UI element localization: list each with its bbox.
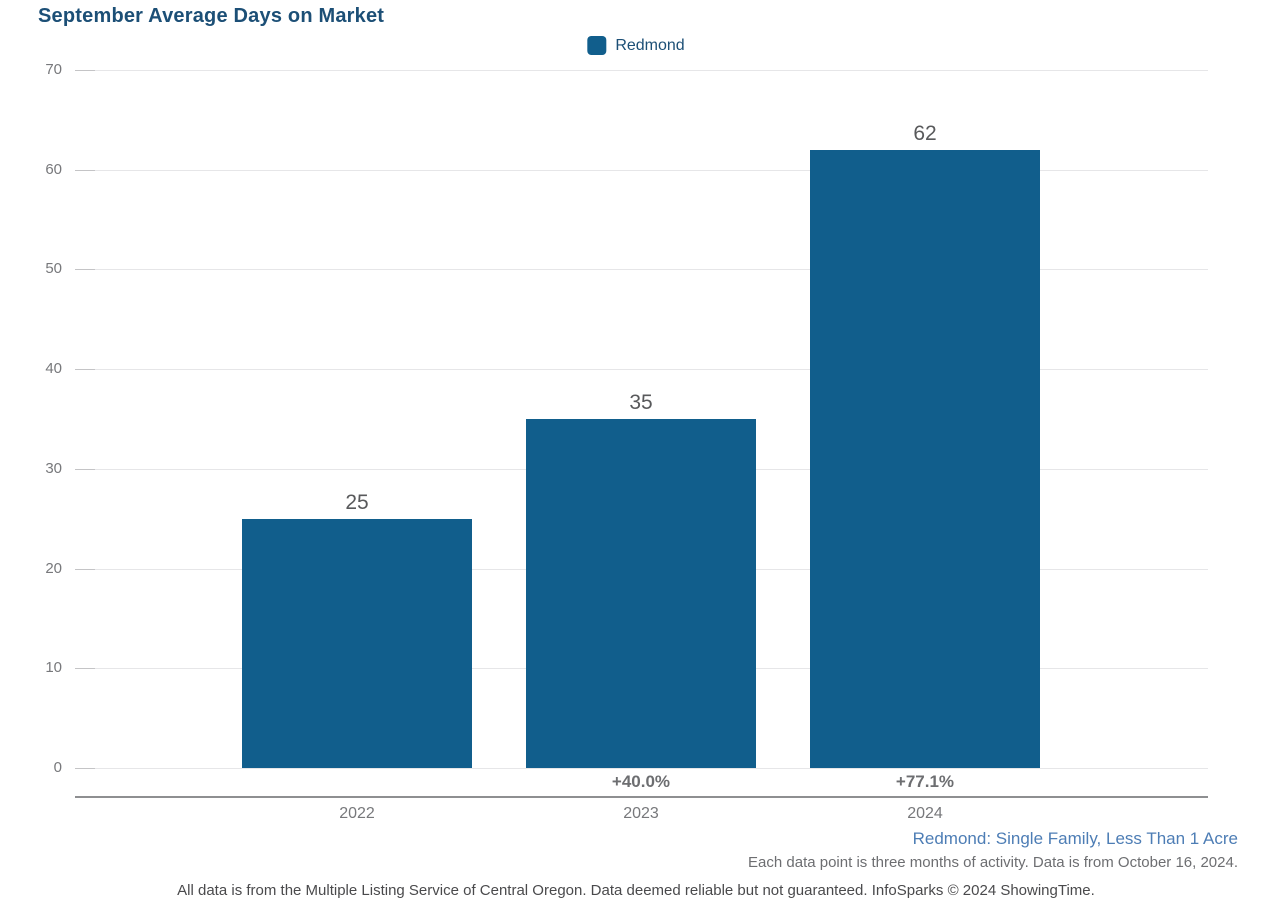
y-tick-label-40: 40	[45, 360, 62, 378]
x-tick-label-2024: 2024	[907, 805, 943, 822]
y-tick-mark-30	[75, 468, 95, 470]
x-tick-label-2022: 2022	[339, 805, 375, 822]
legend-label: Redmond	[615, 36, 685, 54]
pct-change-label-2024: +77.1%	[895, 772, 955, 791]
y-tick-label-10: 10	[45, 659, 62, 677]
series-footnote: Redmond: Single Family, Less Than 1 Acre	[912, 829, 1238, 848]
y-tick-mark-60	[75, 169, 95, 171]
y-tick-label-50: 50	[45, 260, 62, 278]
y-tick-mark-70	[75, 70, 95, 71]
gridline-60	[75, 169, 1208, 171]
y-tick-label-20: 20	[45, 559, 62, 577]
y-tick-label-60: 60	[45, 160, 62, 178]
y-tick-label-30: 30	[45, 459, 62, 477]
y-tick-mark-40	[75, 369, 95, 371]
x-axis-line	[75, 796, 1208, 798]
gridline-50	[75, 269, 1208, 271]
legend-swatch-icon	[587, 36, 607, 55]
bar-2023[interactable]	[526, 419, 756, 768]
bar-value-label-2023: 35	[629, 391, 653, 414]
y-tick-label-70: 70	[45, 61, 62, 78]
gridline-40	[75, 369, 1208, 371]
pct-change-label-2023: +40.0%	[611, 772, 671, 791]
data-date-footnote: Each data point is three months of activ…	[748, 854, 1238, 871]
y-tick-label-0: 0	[53, 759, 62, 776]
chart-title: September Average Days on Market	[38, 5, 385, 27]
bar-value-label-2022: 25	[345, 490, 369, 514]
x-tick-label-2023: 2023	[623, 805, 659, 822]
y-tick-mark-50	[75, 269, 95, 271]
y-tick-mark-20	[75, 568, 95, 570]
disclaimer-footnote: All data is from the Multiple Listing Se…	[177, 882, 1095, 899]
bar-value-label-2024: 62	[913, 121, 937, 145]
gridline-0	[75, 768, 1208, 769]
y-tick-mark-10	[75, 668, 95, 670]
gridline-70	[75, 70, 1208, 71]
bar-2022[interactable]	[242, 518, 472, 768]
bar-2024[interactable]	[810, 149, 1040, 768]
legend-item-redmond[interactable]: Redmond	[587, 36, 685, 55]
y-tick-mark-0	[75, 768, 95, 769]
